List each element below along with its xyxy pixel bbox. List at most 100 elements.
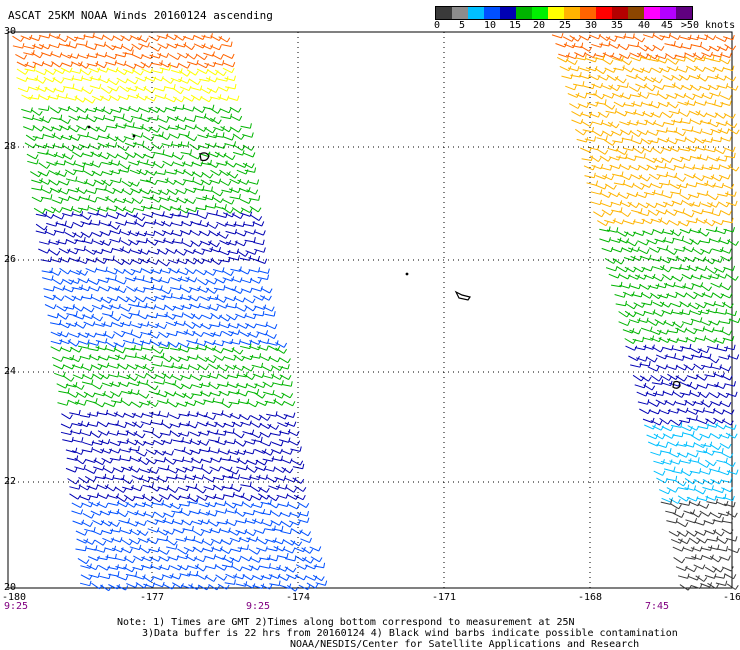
wind-barb xyxy=(174,392,187,398)
wind-barb xyxy=(190,457,203,464)
wind-barb xyxy=(709,237,722,243)
wind-barb xyxy=(636,119,648,126)
wind-barb xyxy=(696,495,709,502)
wind-barb xyxy=(162,450,174,456)
wind-barb xyxy=(242,574,255,581)
wind-barb xyxy=(712,448,724,454)
wind-barb xyxy=(193,34,206,40)
wind-barb xyxy=(105,341,118,348)
wind-barb xyxy=(109,391,122,398)
wind-barb xyxy=(215,565,228,571)
wind-barb xyxy=(164,380,177,386)
wind-barb xyxy=(551,32,564,39)
wind-barb xyxy=(260,509,272,516)
wind-barb xyxy=(132,340,144,346)
wind-barb xyxy=(248,195,261,201)
wind-barb xyxy=(182,392,194,400)
wind-barb xyxy=(143,161,156,167)
wind-barb xyxy=(288,440,301,446)
wind-barb xyxy=(679,343,692,350)
wind-barb xyxy=(52,214,65,220)
wind-barb xyxy=(231,213,244,220)
wind-barb xyxy=(206,210,218,216)
wind-barb xyxy=(184,116,197,122)
wind-barb xyxy=(101,108,114,115)
wind-barb xyxy=(68,115,81,121)
wind-barb xyxy=(653,34,665,41)
wind-barb xyxy=(91,296,104,302)
wind-barb xyxy=(685,554,697,560)
wind-barb xyxy=(72,221,85,228)
wind-barb xyxy=(156,476,169,483)
wind-barb xyxy=(682,246,695,253)
wind-barb xyxy=(662,390,675,396)
wind-barb xyxy=(272,393,285,399)
wind-barb xyxy=(695,374,708,381)
wind-barb xyxy=(697,391,710,399)
wind-barb xyxy=(722,65,735,72)
wind-barb xyxy=(605,36,618,42)
wind-barb xyxy=(78,143,91,149)
wind-barb xyxy=(78,476,91,484)
wind-barb xyxy=(158,133,171,141)
wind-barb xyxy=(704,66,717,73)
wind-barb xyxy=(683,94,696,101)
wind-barb xyxy=(672,431,684,438)
wind-barb xyxy=(68,135,81,141)
wind-barb xyxy=(183,313,196,319)
wind-barb xyxy=(134,520,147,526)
wind-barb xyxy=(707,202,719,208)
wind-barb xyxy=(616,230,629,237)
note-line-1: Note: 1) Times are GMT 2)Times along bot… xyxy=(117,617,575,628)
wind-barb xyxy=(210,538,223,545)
plot-frame xyxy=(7,31,733,589)
wind-barb xyxy=(92,448,105,454)
wind-barb xyxy=(202,194,215,201)
wind-barb xyxy=(182,176,195,183)
wind-barb xyxy=(139,339,152,345)
wind-barb xyxy=(708,392,721,399)
wind-barb xyxy=(82,512,95,519)
wind-barb xyxy=(595,99,607,105)
wind-barb xyxy=(141,501,154,507)
wind-barb xyxy=(724,344,736,351)
wind-barb xyxy=(154,456,166,463)
wind-barb xyxy=(680,426,693,432)
wind-barb xyxy=(253,295,265,301)
wind-barb xyxy=(287,504,300,510)
wind-barb xyxy=(142,211,154,218)
wind-barb xyxy=(221,207,234,214)
wind-barb xyxy=(154,93,167,99)
wind-barb xyxy=(195,345,208,351)
wind-barb xyxy=(704,182,716,188)
wind-barb xyxy=(77,278,90,284)
wind-barb xyxy=(170,345,182,351)
wind-barb xyxy=(173,104,185,110)
wind-barb xyxy=(142,482,154,489)
wind-barb xyxy=(662,433,675,439)
wind-barb xyxy=(190,313,203,320)
wind-barb xyxy=(695,265,708,272)
wind-barb xyxy=(47,94,60,100)
wind-barb xyxy=(251,436,263,443)
wind-barb xyxy=(127,181,140,187)
wind-barb xyxy=(69,409,81,416)
wind-barb xyxy=(724,573,737,580)
wind-barb xyxy=(724,75,737,82)
wind-barb xyxy=(597,111,610,118)
wind-barb xyxy=(121,388,133,395)
wind-barb xyxy=(172,304,185,311)
wind-barb xyxy=(131,53,144,60)
wind-barb xyxy=(68,278,81,284)
wind-barb xyxy=(100,584,112,592)
wind-barb xyxy=(657,293,669,299)
wind-barb xyxy=(55,239,68,245)
wind-barb xyxy=(256,546,268,552)
wind-barb xyxy=(147,115,159,121)
wind-barb xyxy=(121,45,134,52)
wind-barb xyxy=(150,496,163,503)
wind-barb xyxy=(88,572,101,578)
wind-barb xyxy=(726,85,739,91)
wind-barb xyxy=(298,584,311,591)
